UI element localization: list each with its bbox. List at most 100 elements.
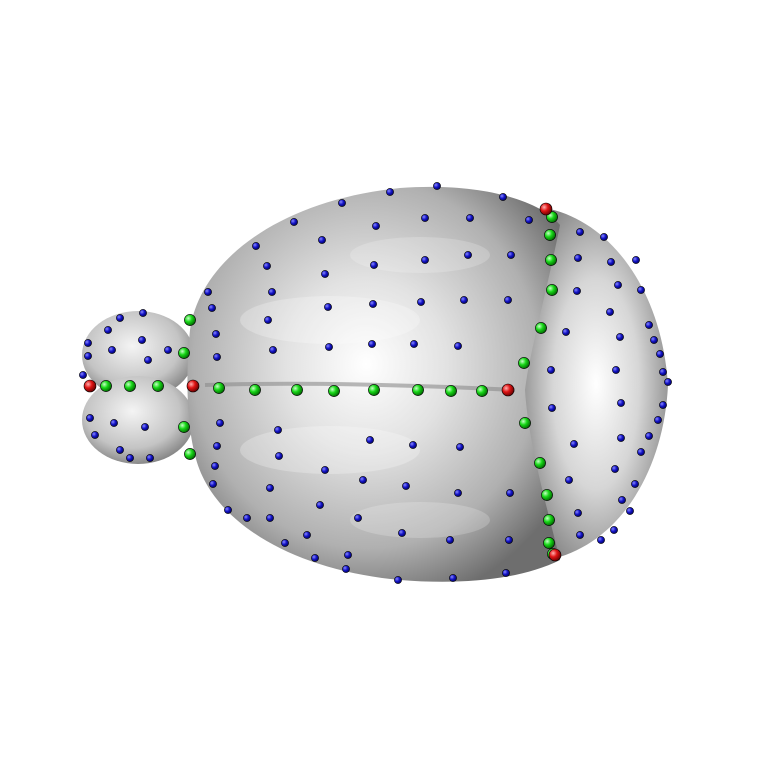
curve-landmark-marker	[178, 347, 190, 359]
semilandmark-marker	[606, 308, 614, 316]
semilandmark-marker	[366, 436, 374, 444]
semilandmark-marker	[576, 531, 584, 539]
semilandmark-marker	[454, 342, 462, 350]
semilandmark-marker	[410, 340, 418, 348]
semilandmark-marker	[264, 316, 272, 324]
semilandmark-marker	[456, 443, 464, 451]
curve-landmark-marker	[543, 514, 555, 526]
curve-landmark-marker	[543, 537, 555, 549]
semilandmark-marker	[213, 442, 221, 450]
semilandmark-marker	[573, 287, 581, 295]
semilandmark-marker	[402, 482, 410, 490]
curve-landmark-marker	[368, 384, 380, 396]
semilandmark-marker	[204, 288, 212, 296]
semilandmark-marker	[499, 193, 507, 201]
semilandmark-marker	[91, 431, 99, 439]
semilandmark-marker	[421, 256, 429, 264]
semilandmark-marker	[656, 350, 664, 358]
curve-landmark-marker	[544, 229, 556, 241]
semilandmark-marker	[637, 286, 645, 294]
semilandmark-marker	[570, 440, 578, 448]
semilandmark-marker	[84, 339, 92, 347]
semilandmark-marker	[213, 353, 221, 361]
semilandmark-marker	[274, 426, 282, 434]
semilandmark-marker	[525, 216, 533, 224]
semilandmark-marker	[454, 489, 462, 497]
semilandmark-marker	[576, 228, 584, 236]
semilandmark-marker	[618, 496, 626, 504]
semilandmark-marker	[460, 296, 468, 304]
curve-landmark-marker	[519, 417, 531, 429]
semilandmark-marker	[617, 399, 625, 407]
semilandmark-marker	[141, 423, 149, 431]
semilandmark-marker	[645, 432, 653, 440]
semilandmark-marker	[659, 368, 667, 376]
semilandmark-marker	[505, 536, 513, 544]
curve-landmark-marker	[476, 385, 488, 397]
semilandmark-marker	[386, 188, 394, 196]
semilandmark-marker	[275, 452, 283, 460]
semilandmark-marker	[266, 484, 274, 492]
curve-landmark-marker	[249, 384, 261, 396]
semilandmark-marker	[614, 281, 622, 289]
semilandmark-marker	[139, 309, 147, 317]
curve-landmark-marker	[178, 421, 190, 433]
semilandmark-marker	[369, 300, 377, 308]
curve-landmark-marker	[328, 385, 340, 397]
semilandmark-marker	[506, 489, 514, 497]
fixed-landmark-marker	[186, 379, 200, 393]
semilandmark-marker	[359, 476, 367, 484]
semilandmark-marker	[548, 404, 556, 412]
semilandmark-marker	[79, 371, 87, 379]
semilandmark-marker	[146, 454, 154, 462]
semilandmark-marker	[325, 343, 333, 351]
semilandmark-marker	[617, 434, 625, 442]
curve-landmark-marker	[412, 384, 424, 396]
semilandmark-marker	[290, 218, 298, 226]
curve-landmark-marker	[445, 385, 457, 397]
semilandmark-marker	[224, 506, 232, 514]
curve-landmark-marker	[541, 489, 553, 501]
semilandmark-marker	[449, 574, 457, 582]
semilandmark-marker	[654, 416, 662, 424]
semilandmark-marker	[565, 476, 573, 484]
semilandmark-marker	[433, 182, 441, 190]
fixed-landmark-marker	[548, 548, 562, 562]
semilandmark-marker	[84, 352, 92, 360]
semilandmark-marker	[664, 378, 672, 386]
semilandmark-marker	[321, 270, 329, 278]
semilandmark-marker	[311, 554, 319, 562]
landmark-markers	[79, 182, 672, 584]
semilandmark-marker	[632, 256, 640, 264]
fixed-landmark-marker	[83, 379, 97, 393]
semilandmark-marker	[547, 366, 555, 374]
semilandmark-marker	[466, 214, 474, 222]
semilandmark-marker	[368, 340, 376, 348]
semilandmark-marker	[138, 336, 146, 344]
semilandmark-marker	[281, 539, 289, 547]
semilandmark-marker	[502, 569, 510, 577]
semilandmark-marker	[338, 199, 346, 207]
semilandmark-marker	[659, 401, 667, 409]
semilandmark-marker	[417, 298, 425, 306]
semilandmark-marker	[504, 296, 512, 304]
semilandmark-marker	[209, 480, 217, 488]
semilandmark-marker	[626, 507, 634, 515]
olfactory-bulbs	[82, 311, 194, 464]
semilandmark-marker	[243, 514, 251, 522]
semilandmark-marker	[650, 336, 658, 344]
semilandmark-marker	[574, 509, 582, 517]
curve-landmark-marker	[545, 254, 557, 266]
cerebellum	[524, 208, 668, 560]
curve-landmark-marker	[184, 314, 196, 326]
semilandmark-marker	[116, 314, 124, 322]
semilandmark-marker	[354, 514, 362, 522]
semilandmark-marker	[507, 251, 515, 259]
semilandmark-marker	[637, 448, 645, 456]
semilandmark-marker	[562, 328, 570, 336]
semilandmark-marker	[600, 233, 608, 241]
fixed-landmark-marker	[501, 383, 515, 397]
semilandmark-marker	[208, 304, 216, 312]
semilandmark-marker	[318, 236, 326, 244]
semilandmark-marker	[324, 303, 332, 311]
